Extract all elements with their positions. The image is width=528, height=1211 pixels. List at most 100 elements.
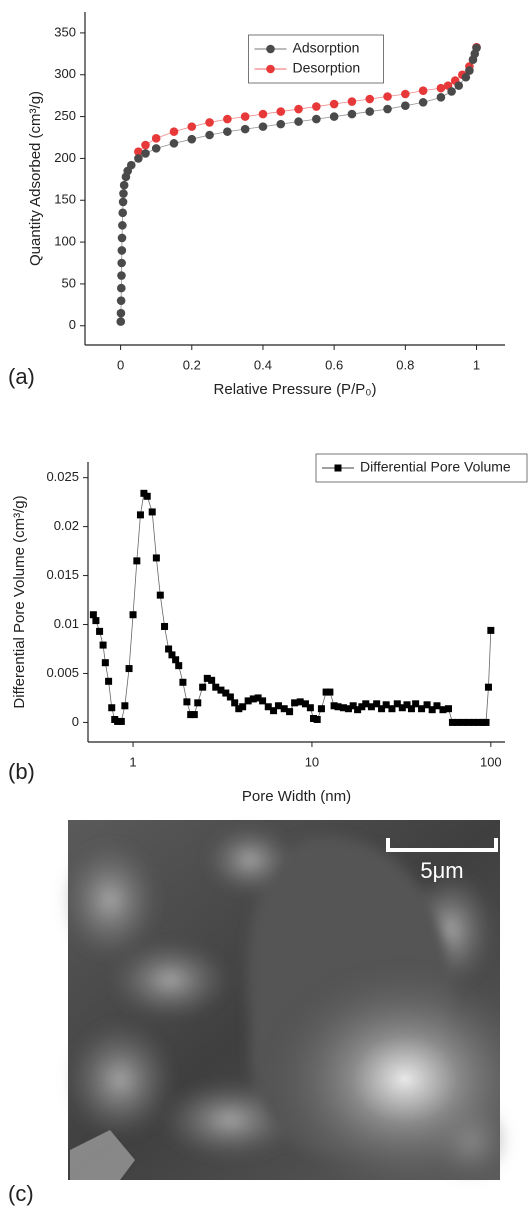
panel-label: (b) [8,759,35,784]
data-point [183,698,191,706]
data-point [119,189,128,198]
data-point [141,149,150,158]
y-tick-label: 100 [54,234,76,249]
data-point [148,508,156,516]
data-point [403,701,411,709]
x-tick-label: 100 [480,754,502,769]
data-point [330,702,338,710]
data-point [133,557,141,565]
data-point [423,701,431,709]
data-point [388,705,396,713]
data-point [412,700,420,708]
data-point [205,118,214,127]
data-point [141,140,150,150]
data-point [322,688,330,696]
legend-marker [266,64,275,74]
data-point [296,698,304,706]
data-point [383,92,392,101]
data-point [286,708,294,716]
data-point [212,683,220,691]
x-tick-label: 0.8 [396,357,414,372]
data-point [259,697,267,705]
data-point [118,221,127,230]
data-point [143,492,151,500]
x-tick-label: 1 [473,357,480,372]
panel-label: (c) [8,1181,34,1206]
data-point [134,154,143,163]
data-point [117,246,127,255]
data-point [168,651,176,659]
data-point [99,641,107,649]
data-point [312,114,321,124]
data-point [199,683,207,691]
data-point [119,180,129,190]
data-point [270,707,278,715]
data-point [117,258,126,268]
data-point [156,591,164,599]
data-point [276,119,286,129]
data-point [465,66,474,75]
data-point [172,656,180,664]
data-point [108,704,116,712]
data-point [151,144,161,153]
data-point [101,659,109,667]
series-line [92,492,492,723]
data-point [472,43,481,53]
legend-marker [266,44,275,54]
y-tick-label: 0.01 [54,616,79,631]
data-point [126,160,136,170]
data-point [291,699,299,707]
data-point [96,627,104,635]
data-point [448,718,456,726]
data-point [89,611,97,619]
legend-label: Adsorption [293,40,360,56]
data-point [240,112,250,121]
data-point [373,700,381,708]
data-point [418,86,428,95]
legend-box [248,34,384,84]
data-point [117,283,126,293]
data-point [116,296,126,305]
y-tick-label: 150 [54,192,76,207]
data-point [254,694,262,702]
data-point [339,704,347,712]
data-point [240,124,250,134]
y-tick-label: 300 [54,66,76,81]
data-point [203,674,211,682]
data-point [464,718,472,726]
data-point [187,134,197,144]
data-point [117,233,127,243]
data-point [309,715,317,723]
data-point [217,686,225,694]
x-tick-label: 0.2 [183,357,201,372]
data-point [118,208,128,218]
data-point [194,699,202,707]
data-point [118,197,128,207]
data-point [354,706,362,714]
data-point [347,109,357,119]
data-point [116,317,126,326]
data-point [436,93,446,102]
y-tick-label: 0.02 [54,518,79,533]
y-tick-label: 50 [62,275,76,290]
data-point [401,101,410,111]
data-point [117,271,126,280]
data-point [418,705,426,713]
data-point [205,130,214,140]
legend-marker [334,464,342,472]
data-point [179,678,187,686]
data-point [125,665,133,673]
data-point [334,703,342,711]
data-point [117,717,125,725]
data-point [249,695,257,703]
data-point [344,705,352,713]
data-point [398,704,406,712]
data-point [459,718,467,726]
legend-label: Desorption [293,60,361,76]
scale-bar [386,838,498,852]
data-point [367,703,375,711]
data-point [152,554,160,562]
data-point [383,104,392,114]
